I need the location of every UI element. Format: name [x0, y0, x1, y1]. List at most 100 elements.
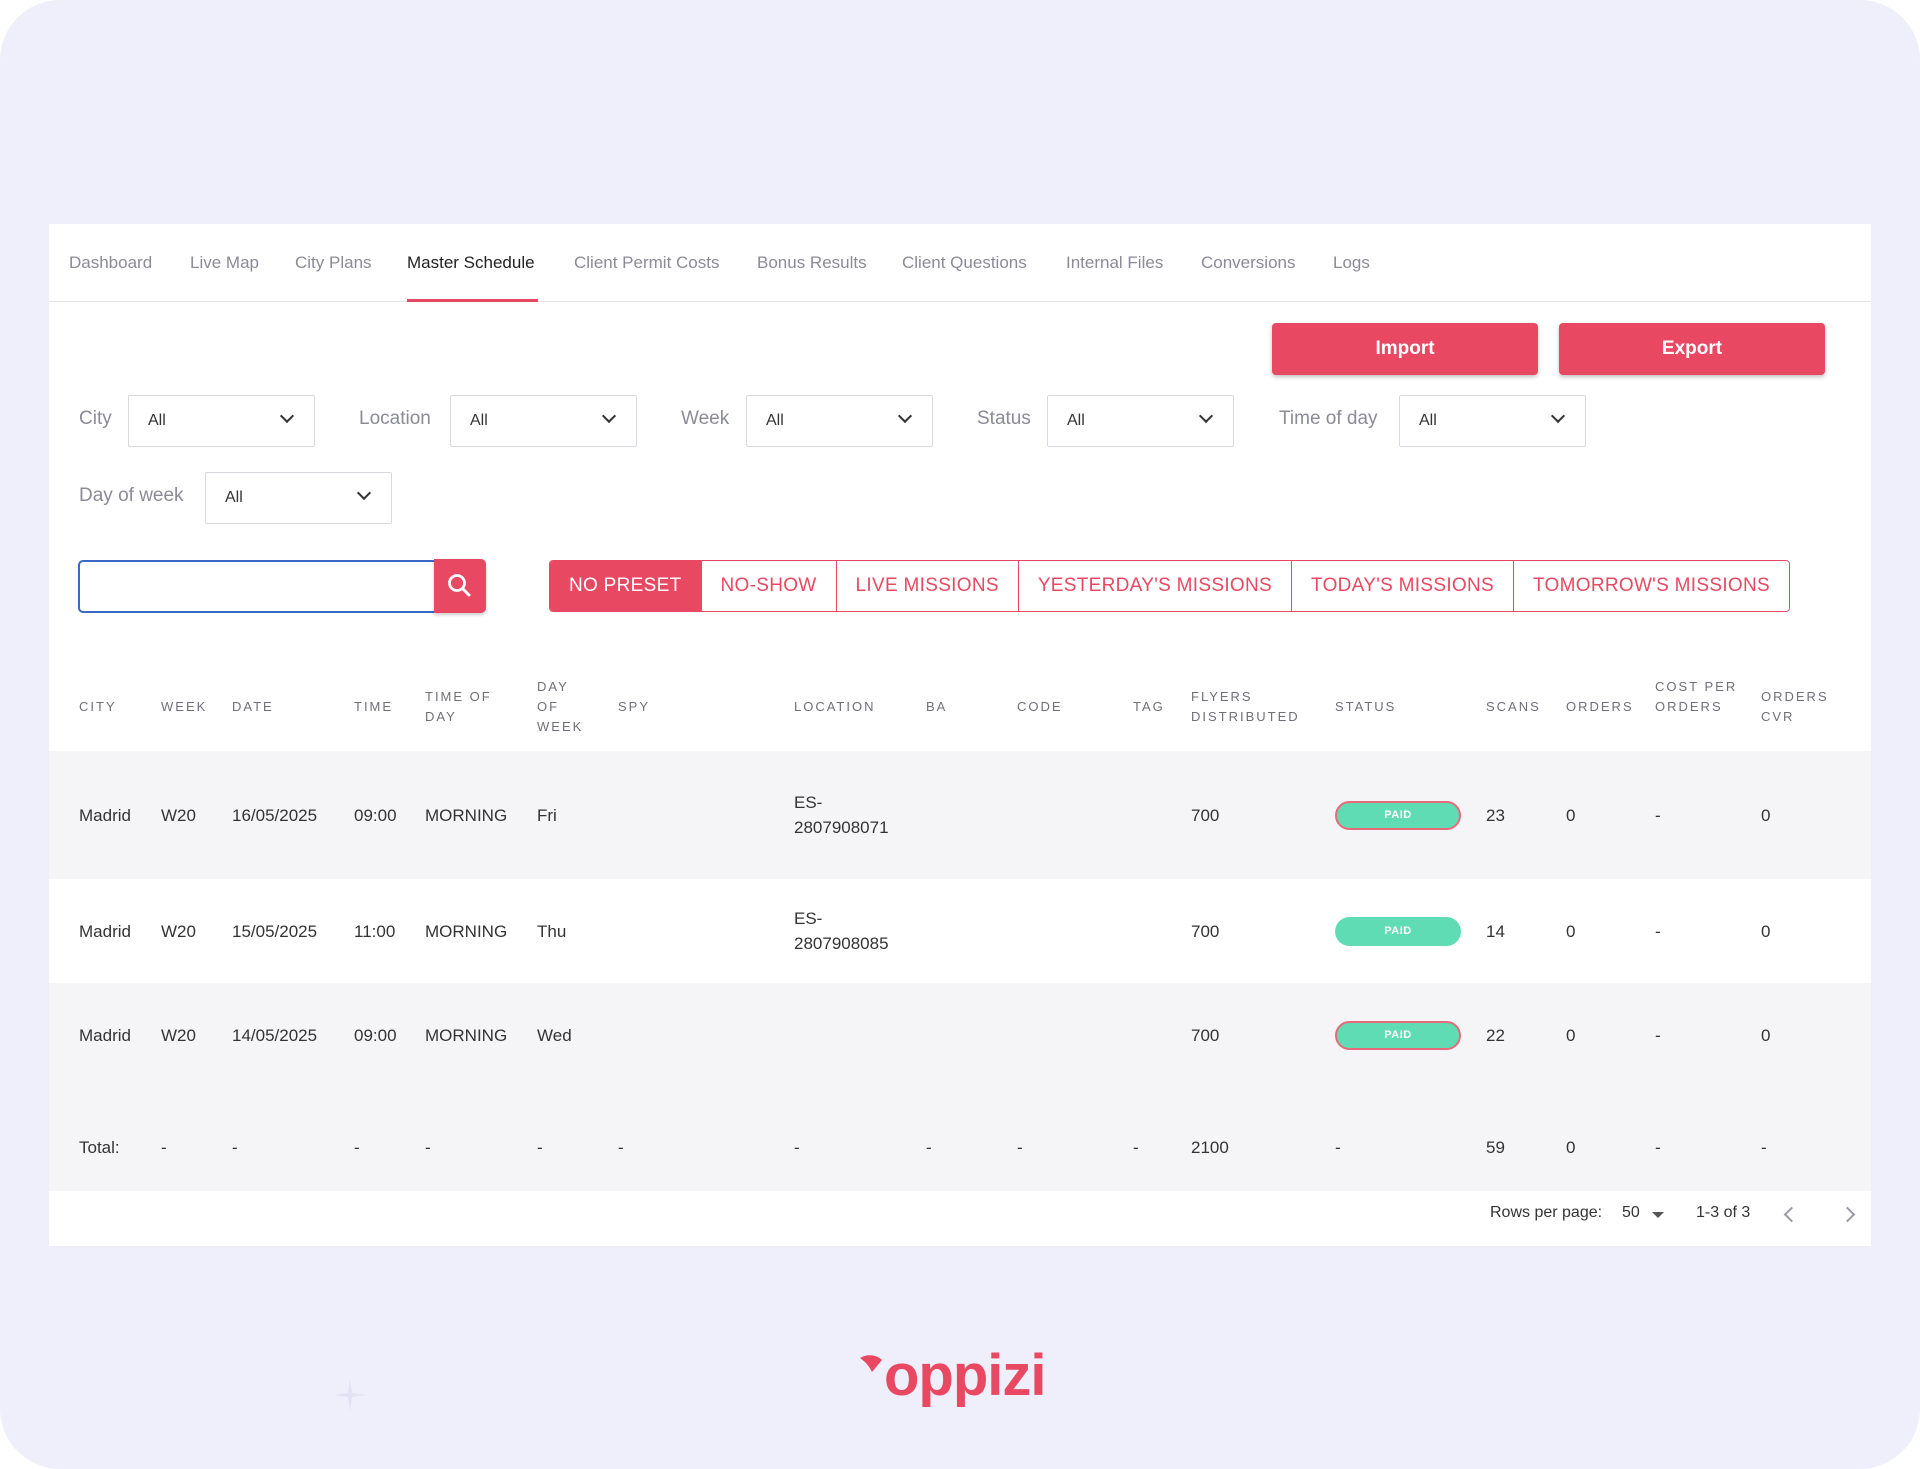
city-select[interactable]: All: [128, 395, 315, 447]
tab-bonus-results[interactable]: Bonus Results: [757, 253, 867, 272]
tab-dashboard[interactable]: Dashboard: [69, 253, 153, 272]
header-tag[interactable]: TAG: [1133, 699, 1165, 714]
cell-date: 16/05/2025: [232, 806, 318, 825]
cell-cost-per-order: -: [1655, 806, 1661, 825]
chevron-down-icon: [356, 485, 372, 501]
cell-week: W20: [161, 922, 196, 941]
cell-city: Madrid: [79, 806, 131, 825]
header-week[interactable]: WEEK: [161, 699, 208, 714]
cell-time-of-day: MORNING: [425, 1026, 508, 1045]
cell-date: 14/05/2025: [232, 1026, 318, 1045]
tab-conversions[interactable]: Conversions: [1201, 253, 1296, 272]
location-select[interactable]: All: [450, 395, 637, 447]
search-button[interactable]: [434, 559, 486, 613]
preset-no-show[interactable]: NO-SHOW: [700, 561, 836, 611]
cell-orders-cvr: 0: [1761, 922, 1771, 941]
cell-city: Madrid: [79, 1026, 131, 1045]
total-day-of-week: -: [537, 1138, 543, 1157]
cell-week: W20: [161, 806, 196, 825]
header-flyers-distributed[interactable]: FLYERS DISTRIBUTED: [1191, 689, 1300, 724]
total-time: -: [354, 1138, 360, 1157]
total-spy: -: [618, 1138, 624, 1157]
total-week: -: [161, 1138, 167, 1157]
cell-time: 11:00: [354, 922, 396, 941]
master-schedule-card: Dashboard Live Map City Plans Master Sch…: [49, 224, 1871, 1246]
cell-day-of-week: Fri: [537, 806, 557, 825]
preset-yesterdays-missions[interactable]: YESTERDAY'S MISSIONS: [1017, 561, 1291, 611]
caret-down-icon[interactable]: [1652, 1212, 1664, 1218]
total-flyers: 2100: [1191, 1138, 1229, 1157]
tab-city-plans[interactable]: City Plans: [295, 253, 372, 272]
header-scans[interactable]: SCANS: [1486, 699, 1541, 714]
total-date: -: [232, 1138, 238, 1157]
preset-no-preset[interactable]: NO PRESET: [550, 561, 701, 611]
cell-scans: 22: [1486, 1026, 1505, 1045]
total-label: Total:: [79, 1138, 120, 1157]
header-location[interactable]: LOCATION: [794, 699, 876, 714]
logo-text: oppizi: [884, 1343, 1047, 1408]
week-select[interactable]: All: [746, 395, 933, 447]
status-select[interactable]: All: [1047, 395, 1234, 447]
tab-live-map[interactable]: Live Map: [190, 253, 259, 272]
header-date[interactable]: DATE: [232, 699, 274, 714]
header-spy[interactable]: SPY: [618, 699, 651, 714]
tab-master-schedule[interactable]: Master Schedule: [407, 224, 538, 302]
cell-orders-cvr: 0: [1761, 806, 1771, 825]
cell-location-id: 2807908085: [794, 934, 889, 953]
cell-cost-per-order: -: [1655, 922, 1661, 941]
status-badge: PAID: [1335, 801, 1461, 830]
tab-client-permit-costs[interactable]: Client Permit Costs: [574, 253, 720, 272]
cell-location-prefix: ES-: [794, 793, 823, 812]
header-ba[interactable]: BA: [926, 699, 948, 714]
status-select-value: All: [1067, 412, 1085, 429]
pagination-range: 1-3 of 3: [1696, 1204, 1751, 1221]
tab-client-questions[interactable]: Client Questions: [902, 253, 1027, 272]
cell-day-of-week: Thu: [537, 922, 567, 941]
search-input[interactable]: [78, 560, 436, 613]
location-select-value: All: [470, 412, 488, 429]
export-button[interactable]: Export: [1559, 323, 1825, 375]
header-orders[interactable]: ORDERS: [1566, 699, 1634, 714]
table-row[interactable]: Madrid W20 16/05/2025 09:00 MORNING Fri …: [49, 751, 1871, 879]
rows-per-page-label: Rows per page:: [1490, 1204, 1603, 1221]
cell-scans: 14: [1486, 922, 1505, 941]
cell-city: Madrid: [79, 922, 131, 941]
previous-page-icon[interactable]: [1783, 1206, 1800, 1223]
header-day-of-week[interactable]: DAY OF WEEK: [537, 679, 584, 734]
header-time-of-day[interactable]: TIME OF DAY: [425, 689, 492, 724]
city-select-value: All: [148, 412, 166, 429]
week-select-value: All: [766, 412, 784, 429]
preset-live-missions[interactable]: LIVE MISSIONS: [835, 561, 1018, 611]
header-status[interactable]: STATUS: [1335, 699, 1397, 714]
status-badge: PAID: [1335, 917, 1461, 946]
header-city[interactable]: CITY: [79, 699, 117, 714]
preset-tomorrows-missions[interactable]: TOMORROW'S MISSIONS: [1512, 561, 1789, 611]
cell-time: 09:00: [354, 1026, 397, 1045]
total-status: -: [1335, 1138, 1341, 1157]
total-orders-cvr: -: [1761, 1138, 1767, 1157]
next-page-icon[interactable]: [1839, 1206, 1856, 1223]
header-cost-per-orders[interactable]: COST PER ORDERS: [1655, 679, 1738, 714]
cell-location-prefix: ES-: [794, 909, 823, 928]
day-of-week-filter-label: Day of week: [79, 485, 184, 506]
header-orders-cvr[interactable]: ORDERS CVR: [1761, 689, 1829, 724]
time-of-day-select[interactable]: All: [1399, 395, 1586, 447]
status-badge: PAID: [1335, 1021, 1461, 1050]
total-scans: 59: [1486, 1138, 1505, 1157]
tab-internal-files[interactable]: Internal Files: [1066, 253, 1164, 272]
table-row[interactable]: Madrid W20 14/05/2025 09:00 MORNING Wed …: [49, 983, 1871, 1191]
table-row[interactable]: Madrid W20 15/05/2025 11:00 MORNING Thu …: [49, 879, 1871, 983]
tab-bar: Dashboard Live Map City Plans Master Sch…: [49, 224, 1871, 302]
search-icon: [448, 574, 471, 597]
chevron-down-icon: [1550, 408, 1566, 424]
import-button[interactable]: Import: [1272, 323, 1538, 375]
rows-per-page-select[interactable]: 50: [1622, 1204, 1640, 1221]
day-of-week-select[interactable]: All: [205, 472, 392, 524]
header-code[interactable]: CODE: [1017, 699, 1063, 714]
header-time[interactable]: TIME: [354, 699, 394, 714]
preset-todays-missions[interactable]: TODAY'S MISSIONS: [1291, 561, 1513, 611]
city-filter-label: City: [79, 408, 112, 429]
tab-logs[interactable]: Logs: [1333, 253, 1370, 272]
total-tag: -: [1133, 1138, 1139, 1157]
